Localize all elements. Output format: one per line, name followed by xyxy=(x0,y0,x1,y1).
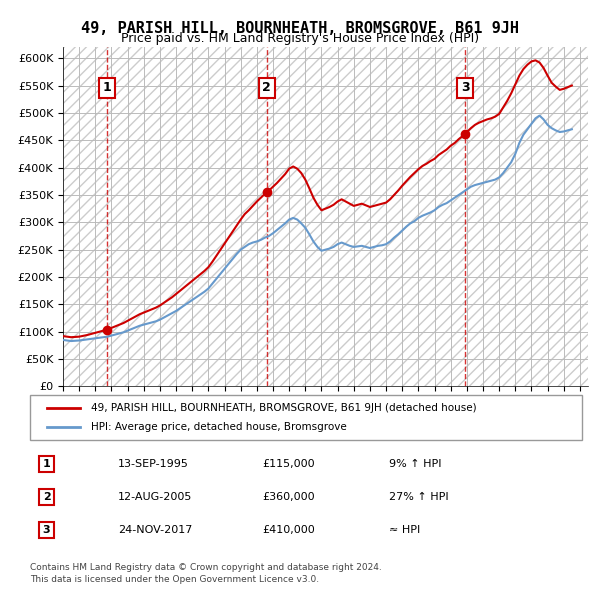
Text: 2: 2 xyxy=(43,492,50,502)
Text: Contains HM Land Registry data © Crown copyright and database right 2024.: Contains HM Land Registry data © Crown c… xyxy=(30,563,382,572)
Text: HPI: Average price, detached house, Bromsgrove: HPI: Average price, detached house, Brom… xyxy=(91,422,346,432)
Text: £410,000: £410,000 xyxy=(262,525,314,535)
Text: 24-NOV-2017: 24-NOV-2017 xyxy=(118,525,193,535)
Text: 27% ↑ HPI: 27% ↑ HPI xyxy=(389,492,448,502)
Text: ≈ HPI: ≈ HPI xyxy=(389,525,420,535)
Text: 2: 2 xyxy=(262,81,271,94)
Text: Price paid vs. HM Land Registry's House Price Index (HPI): Price paid vs. HM Land Registry's House … xyxy=(121,32,479,45)
Text: 49, PARISH HILL, BOURNHEATH, BROMSGROVE, B61 9JH (detached house): 49, PARISH HILL, BOURNHEATH, BROMSGROVE,… xyxy=(91,403,476,412)
Text: £360,000: £360,000 xyxy=(262,492,314,502)
Text: 12-AUG-2005: 12-AUG-2005 xyxy=(118,492,193,502)
Text: 9% ↑ HPI: 9% ↑ HPI xyxy=(389,459,442,469)
Text: 13-SEP-1995: 13-SEP-1995 xyxy=(118,459,189,469)
Text: 49, PARISH HILL, BOURNHEATH, BROMSGROVE, B61 9JH: 49, PARISH HILL, BOURNHEATH, BROMSGROVE,… xyxy=(81,21,519,35)
Text: This data is licensed under the Open Government Licence v3.0.: This data is licensed under the Open Gov… xyxy=(30,575,319,584)
Text: 1: 1 xyxy=(103,81,111,94)
Text: 3: 3 xyxy=(461,81,470,94)
Text: 1: 1 xyxy=(43,459,50,469)
FancyBboxPatch shape xyxy=(30,395,582,440)
Text: 3: 3 xyxy=(43,525,50,535)
Text: £115,000: £115,000 xyxy=(262,459,314,469)
